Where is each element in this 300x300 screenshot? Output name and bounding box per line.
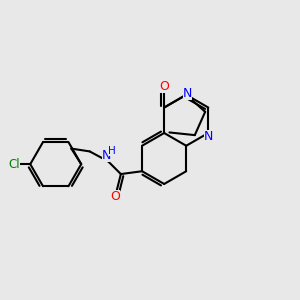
Text: N: N xyxy=(183,87,192,100)
Text: O: O xyxy=(110,190,120,203)
Text: Cl: Cl xyxy=(9,158,20,171)
Text: H: H xyxy=(109,146,116,156)
Text: O: O xyxy=(159,80,169,93)
Text: N: N xyxy=(204,130,213,143)
Text: N: N xyxy=(102,148,111,162)
